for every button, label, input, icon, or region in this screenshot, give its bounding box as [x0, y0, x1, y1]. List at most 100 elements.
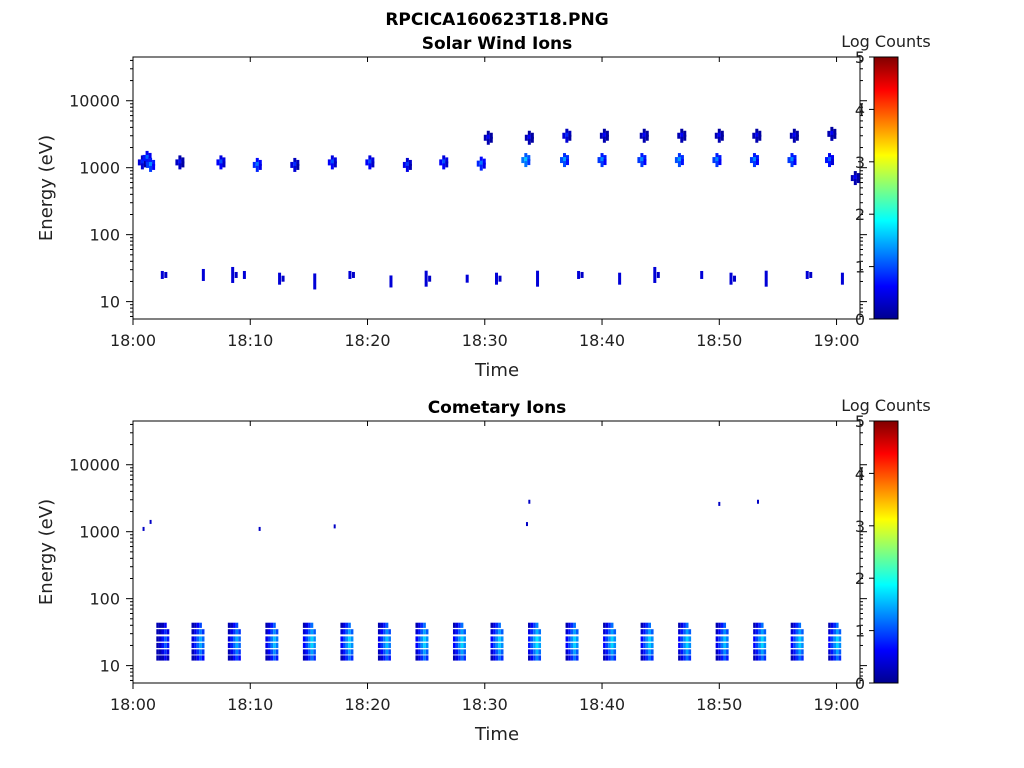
data-pixel	[603, 655, 606, 661]
data-pixel	[340, 655, 344, 661]
data-pixel	[164, 642, 167, 649]
data-cell	[639, 128, 649, 143]
data-pixel	[196, 649, 200, 655]
data-pixel	[720, 629, 724, 635]
data-pixel	[265, 649, 268, 655]
data-cell	[242, 270, 246, 279]
data-pixel	[493, 642, 496, 649]
data-pixel	[830, 655, 834, 661]
data-pixel	[152, 159, 156, 166]
data-cell	[175, 155, 185, 170]
data-pixel	[281, 275, 285, 282]
solar-wind-colorbar: Log Counts 0 1 2 3 4 5	[841, 32, 931, 329]
data-pixel	[164, 655, 167, 661]
data-pixel	[566, 159, 570, 166]
data-pixel	[265, 655, 268, 661]
data-pixel	[836, 649, 839, 655]
data-pixel	[530, 132, 534, 139]
solar-wind-title: Solar Wind Ions	[422, 34, 573, 54]
data-pixel	[345, 622, 349, 628]
data-cell	[850, 171, 860, 186]
data-pixel	[608, 655, 611, 661]
data-cell	[216, 155, 226, 170]
data-cell	[640, 622, 654, 661]
data-pixel	[809, 271, 813, 278]
data-pixel	[758, 649, 761, 655]
data-cell	[156, 622, 170, 661]
data-pixel	[498, 655, 501, 661]
data-cell	[756, 499, 759, 504]
data-pixel	[798, 629, 802, 635]
data-pixel	[752, 153, 756, 160]
data-pixel	[795, 130, 799, 137]
data-pixel	[455, 622, 459, 628]
data-pixel	[648, 655, 651, 661]
data-pixel	[790, 649, 794, 655]
data-pixel	[793, 636, 796, 642]
data-pixel	[199, 636, 202, 642]
data-pixel	[613, 629, 617, 635]
data-pixel	[720, 655, 724, 661]
data-pixel	[527, 130, 531, 137]
data-pixel	[575, 642, 579, 649]
data-pixel	[388, 636, 391, 642]
data-pixel	[605, 642, 609, 649]
data-pixel	[350, 642, 354, 649]
data-pixel	[720, 636, 724, 642]
data-pixel	[199, 649, 202, 655]
data-pixel	[420, 642, 424, 649]
data-pixel	[535, 649, 539, 655]
data-pixel	[493, 655, 496, 661]
data-pixel	[528, 622, 531, 628]
data-pixel	[600, 161, 604, 168]
data-pixel	[792, 136, 796, 143]
data-pixel	[500, 629, 504, 635]
data-pixel	[726, 629, 729, 635]
data-pixel	[833, 128, 837, 135]
data-pixel	[423, 642, 426, 649]
data-pixel	[500, 655, 504, 661]
data-cell	[149, 519, 152, 524]
data-cell	[603, 622, 617, 661]
data-pixel	[383, 642, 386, 649]
y-tick-label: 100	[89, 226, 120, 245]
data-pixel	[830, 126, 834, 133]
solar-wind-x-label: Time	[474, 360, 519, 381]
data-pixel	[479, 160, 483, 167]
data-pixel	[308, 649, 311, 655]
data-pixel	[528, 629, 531, 635]
data-pixel	[833, 622, 837, 628]
data-pixel	[230, 629, 234, 635]
data-pixel	[790, 153, 794, 160]
data-pixel	[486, 138, 490, 145]
data-pixel	[201, 655, 205, 661]
data-pixel	[380, 629, 384, 635]
data-pixel	[605, 655, 609, 661]
data-pixel	[161, 655, 165, 661]
data-pixel	[140, 159, 144, 166]
data-pixel	[720, 622, 724, 628]
data-pixel	[535, 636, 539, 642]
data-pixel	[838, 642, 842, 649]
data-pixel	[296, 159, 300, 166]
data-pixel	[330, 163, 334, 170]
data-pixel	[418, 655, 421, 661]
data-pixel	[313, 636, 316, 642]
data-pixel	[460, 636, 464, 642]
data-pixel	[164, 622, 167, 628]
data-pixel	[227, 629, 231, 635]
data-pixel	[350, 629, 354, 635]
cometary-x-ticks: 18:00 18:10 18:20 18:30 18:40 18:50 19:00	[110, 421, 860, 714]
solar-wind-panel: Solar Wind Ions 18:00 18:10 18:20 18:30 18:4…	[36, 32, 931, 381]
data-pixel	[645, 134, 649, 141]
data-pixel	[191, 622, 195, 628]
data-pixel	[795, 642, 799, 649]
data-pixel	[650, 636, 654, 642]
data-pixel	[293, 161, 297, 168]
data-pixel	[530, 655, 534, 661]
data-pixel	[570, 649, 574, 655]
data-pixel	[308, 642, 311, 649]
data-pixel	[201, 636, 205, 642]
data-pixel	[420, 636, 424, 642]
data-pixel	[683, 642, 686, 649]
